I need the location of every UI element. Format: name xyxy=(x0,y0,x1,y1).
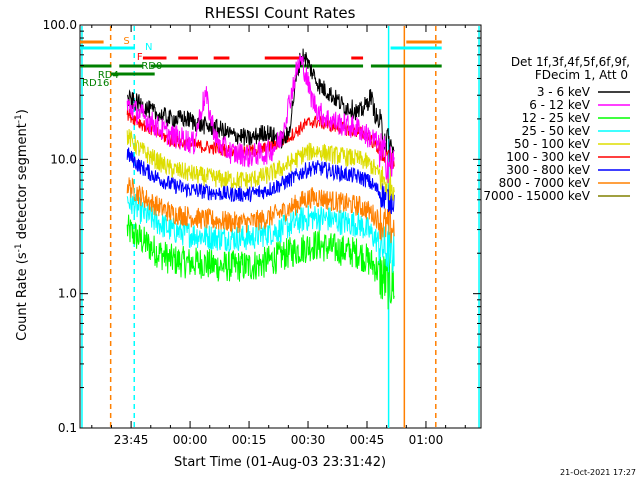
y-tick-label: 10.0 xyxy=(50,152,77,166)
annotation-f: F xyxy=(137,52,143,63)
y-tick-label: 1.0 xyxy=(58,287,77,301)
annotation-rd16: RD16 xyxy=(82,78,109,89)
series-12-25-kev xyxy=(126,214,395,310)
legend-label-0: 3 - 6 keV xyxy=(537,85,591,99)
x-tick-label: 01:00 xyxy=(409,433,444,447)
series-25-50-kev xyxy=(126,190,395,273)
legend-label-6: 300 - 800 keV xyxy=(506,163,590,177)
x-axis-label: Start Time (01-Aug-03 23:31:42) xyxy=(174,455,386,470)
x-axis: 23:45 00:00 00:15 00:30 00:45 01:00 xyxy=(91,25,466,447)
annotation-rd4: RD4 xyxy=(98,70,119,81)
y-tick-label: 0.1 xyxy=(58,421,77,435)
annotation-n: N xyxy=(145,42,152,53)
x-tick-label: 00:45 xyxy=(350,433,385,447)
plot-area: S NF RD4 RD0 RD16 xyxy=(79,24,482,429)
plot-frame xyxy=(79,24,482,429)
series-300-800-kev xyxy=(126,147,395,215)
x-tick-label: 00:15 xyxy=(232,433,267,447)
legend-label-2: 12 - 25 keV xyxy=(522,111,591,125)
y-tick-label: 100.0 xyxy=(43,18,77,32)
annotation-s: S xyxy=(123,36,129,47)
legend-label-7: 800 - 7000 keV xyxy=(499,176,591,190)
series-3-6-kev xyxy=(127,48,395,167)
legend-label-8: 7000 - 15000 keV xyxy=(483,189,590,203)
y-axis: 0.1 1.0 10.0 100.0 xyxy=(43,18,481,435)
legend-label-4: 50 - 100 keV xyxy=(514,137,591,151)
legend-label-5: 100 - 300 keV xyxy=(506,150,590,164)
footer-date: 21-Oct-2021 17:27 xyxy=(560,468,636,477)
legend-label-3: 25 - 50 keV xyxy=(522,124,591,138)
series-800-7000-kev xyxy=(126,177,395,244)
x-tick-label: 00:30 xyxy=(291,433,326,447)
series-50-100-kev xyxy=(126,128,395,201)
y-axis-label: Count Rate (s-1 detector segment-1) xyxy=(14,109,30,341)
legend: Det 1f,3f,4f,5f,6f,9f, FDecim 1, Att 0 3… xyxy=(483,55,630,203)
x-tick-label: 00:00 xyxy=(173,433,208,447)
series-6-12-kev xyxy=(126,54,395,184)
legend-label-1: 6 - 12 keV xyxy=(529,98,591,112)
x-tick-label: 23:45 xyxy=(114,433,149,447)
legend-header-2: FDecim 1, Att 0 xyxy=(535,68,628,82)
chart-title: RHESSI Count Rates xyxy=(205,4,356,22)
legend-header-1: Det 1f,3f,4f,5f,6f,9f, xyxy=(511,55,630,69)
annotation-rd0: RD0 xyxy=(141,61,162,72)
